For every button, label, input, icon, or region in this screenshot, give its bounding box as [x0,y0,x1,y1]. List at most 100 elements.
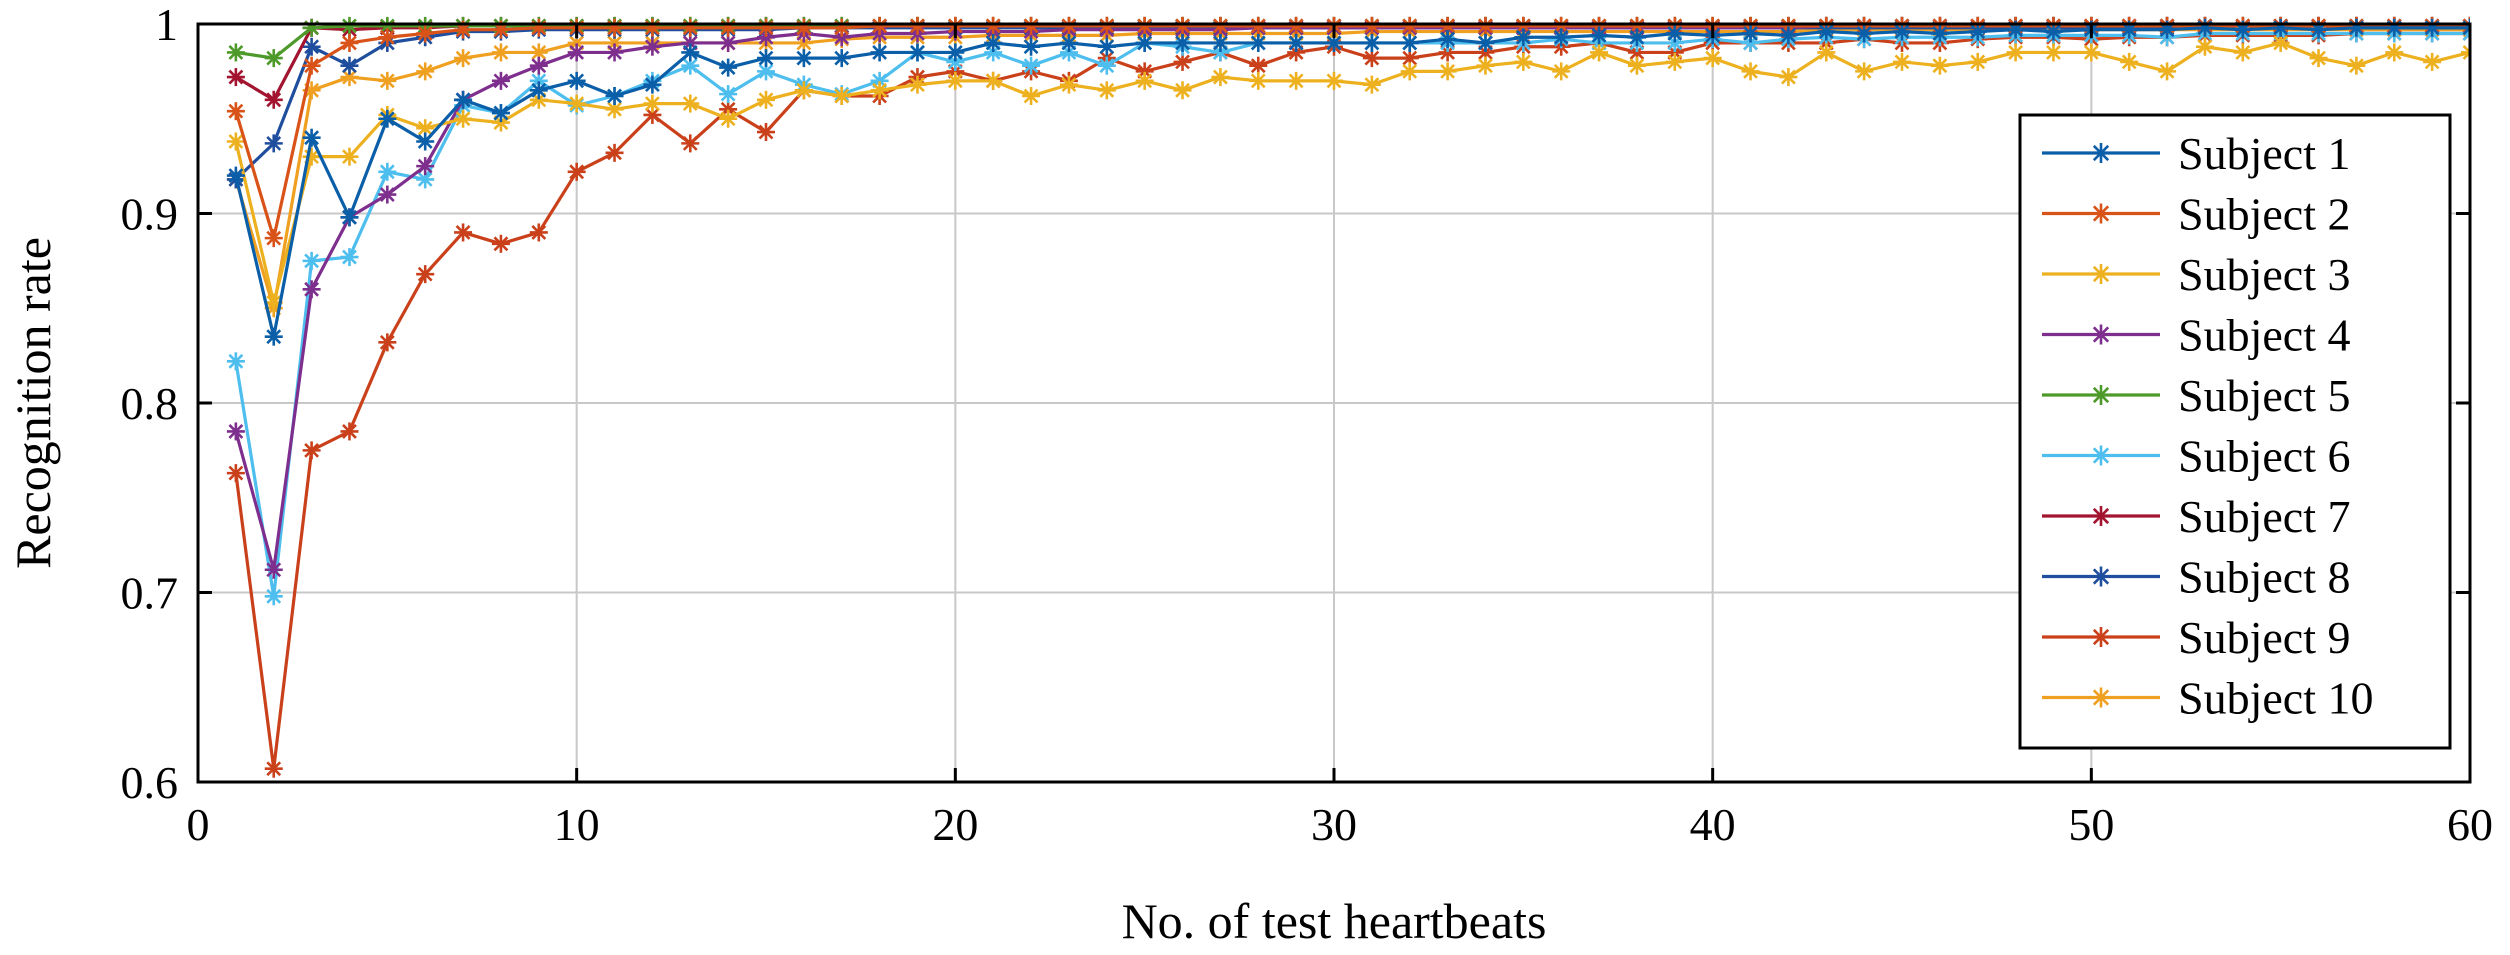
legend-item: Subject 3 [2042,249,2350,300]
data-point [2195,37,2214,56]
data-point [378,28,397,47]
data-point [340,16,359,35]
data-point [1173,33,1192,52]
data-point [643,37,662,56]
x-tick-label: 40 [1690,799,1736,850]
data-point [302,441,321,460]
data-point [2195,18,2214,37]
ticks: 0 10 20 30 40 50 60 0.6 0.7 0.8 0.9 1 [121,0,2494,850]
data-point [1097,37,1116,56]
data-point [984,71,1003,90]
data-point [491,43,510,62]
data-point [302,18,321,37]
x-tick-label: 0 [187,799,210,850]
data-point [1438,62,1457,81]
legend-item: Subject 4 [2042,310,2350,361]
data-point [908,75,927,94]
data-point [416,132,435,151]
data-point [1211,33,1230,52]
y-tick-label: 1 [155,0,178,50]
data-point [1665,24,1684,43]
data-point [340,33,359,52]
data-point [2271,18,2290,37]
legend-label: Subject 7 [2178,491,2350,542]
data-point [567,71,586,90]
data-point [1968,22,1987,41]
legend-marker [2091,385,2111,405]
legend-marker [2091,506,2111,526]
data-point [1438,30,1457,49]
data-point [378,162,397,181]
data-point [1287,33,1306,52]
legend-marker [2091,264,2111,284]
data-point [2347,56,2366,75]
data-point [2120,52,2139,71]
data-point [529,223,548,242]
data-point [1022,16,1041,35]
data-point [529,81,548,100]
data-point [491,71,510,90]
data-point [529,56,548,75]
data-point [1552,62,1571,81]
data-point [340,422,359,441]
data-point [226,43,245,62]
data-point [1059,16,1078,35]
data-point [908,43,927,62]
data-point [1779,68,1798,87]
data-point [1362,49,1381,68]
data-point [340,56,359,75]
data-point [1400,49,1419,68]
data-point [264,229,283,248]
data-point [416,170,435,189]
data-point [757,49,775,68]
data-point [1173,16,1192,35]
data-point [1287,71,1306,90]
data-point [454,90,473,109]
data-point [264,49,283,68]
data-point [2309,49,2328,68]
data-point [567,162,586,181]
data-point [1665,52,1684,71]
data-point [302,56,321,75]
data-point [1249,71,1268,90]
legend-marker [2091,566,2111,587]
y-tick-label: 0.6 [121,757,179,808]
data-point [681,43,700,62]
data-point [454,223,473,242]
x-tick-label: 50 [2068,799,2114,850]
data-point [567,43,586,62]
data-point [302,128,321,147]
series-subject-3 [226,33,2470,312]
series-layer [226,16,2470,778]
legend-marker [2091,143,2111,163]
data-point [1817,43,1836,62]
data-point [1514,52,1533,71]
data-point [1627,28,1646,47]
data-point [643,18,662,37]
data-point [491,104,510,123]
data-point [719,18,738,37]
data-point [1400,16,1419,35]
data-point [1476,56,1495,75]
legend-label: Subject 4 [2178,310,2350,361]
data-point [605,87,624,106]
data-point [946,71,965,90]
data-point [832,18,851,37]
data-point [1552,16,1571,35]
data-point [1173,52,1192,71]
data-point [719,109,738,128]
data-point [908,16,927,35]
data-point [1097,56,1116,75]
data-point [226,132,245,151]
data-point [2461,16,2470,35]
data-point [643,75,662,94]
data-point [1552,28,1571,47]
data-point [605,143,624,162]
data-point [719,58,738,77]
data-point [1022,56,1041,75]
data-point [1741,62,1760,81]
data-point [1249,33,1268,52]
data-point [1514,28,1533,47]
data-point [1211,68,1230,87]
